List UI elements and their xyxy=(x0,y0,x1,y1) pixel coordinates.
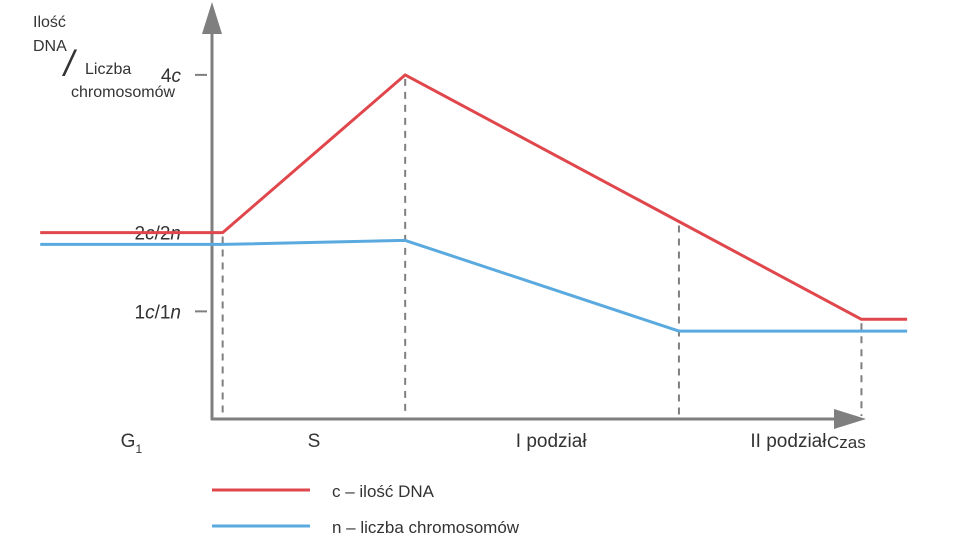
y-axis-label-separator: / xyxy=(61,43,78,84)
y-axis-label-line-3: Liczba xyxy=(85,61,131,78)
x-axis-arrow xyxy=(834,409,866,429)
x-category-label-3: I podział xyxy=(516,431,588,452)
x-category-label-1: G1 xyxy=(121,431,143,456)
x-axis-label: Czas xyxy=(827,433,866,452)
series-line-c xyxy=(40,73,908,321)
y-axis-label-line-4: chromosomów xyxy=(71,84,175,101)
x-category-label-2: S xyxy=(308,431,321,452)
y-axis-arrow xyxy=(202,2,222,34)
y-axis-label-line-2: DNA xyxy=(33,38,67,55)
y-tick-label-1: 1c/1n xyxy=(134,302,181,323)
legend-label-n: n – liczba chromosomów xyxy=(332,518,520,537)
y-tick-label-3: 4c xyxy=(161,66,182,87)
series-line-n xyxy=(40,238,908,333)
y-axis-label-line-1: Ilość xyxy=(33,14,66,31)
x-category-label-4: II podział xyxy=(750,431,827,452)
legend-label-c: c – ilość DNA xyxy=(332,482,435,501)
